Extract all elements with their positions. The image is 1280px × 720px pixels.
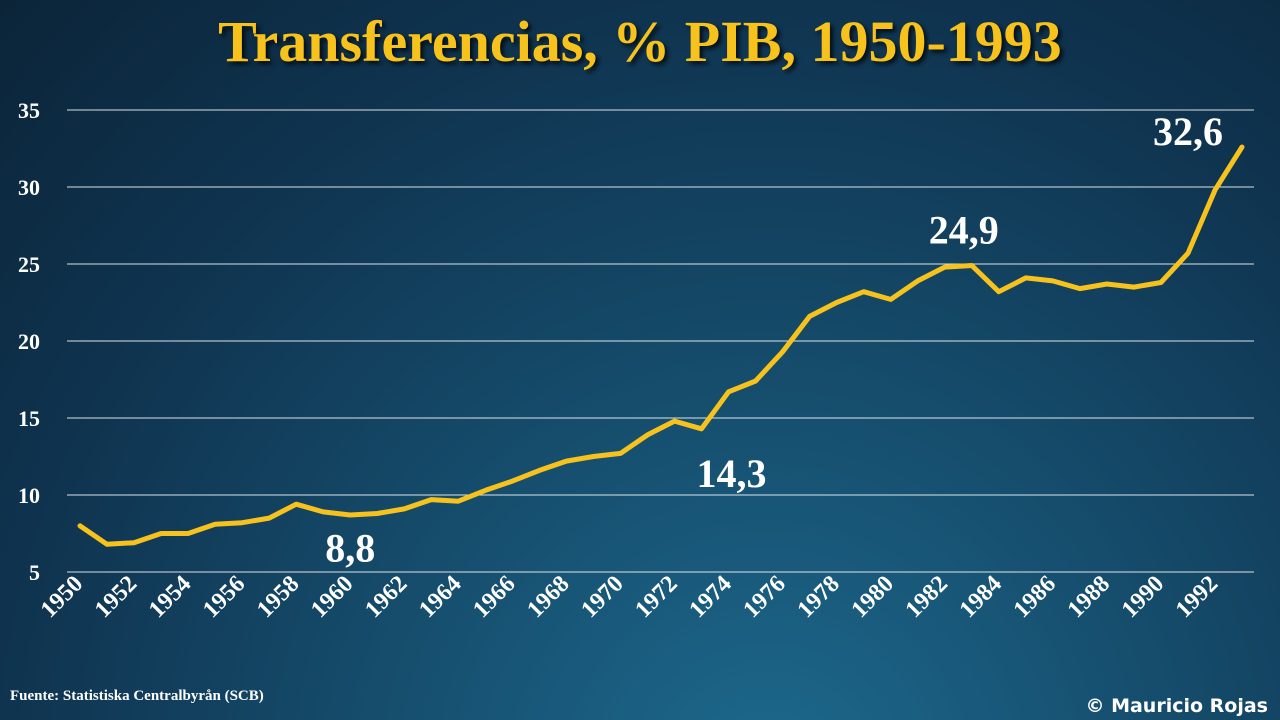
y-axis-ticks: 5 10 15 20 25 30 35 — [18, 98, 40, 585]
x-tick-label: 1984 — [955, 571, 1007, 623]
x-tick-label: 1956 — [198, 571, 250, 623]
data-label: 14,3 — [697, 451, 767, 496]
x-tick-label: 1958 — [252, 571, 304, 623]
data-labels: 8,8 14,3 24,9 32,6 — [325, 109, 1223, 571]
y-tick-label: 5 — [29, 560, 40, 585]
x-tick-label: 1950 — [36, 571, 88, 623]
x-tick-label: 1960 — [306, 571, 358, 623]
y-tick-label: 15 — [18, 406, 40, 431]
data-label: 32,6 — [1153, 109, 1223, 154]
series-layer — [77, 144, 1245, 547]
x-tick-label: 1974 — [684, 571, 736, 623]
y-tick-label: 25 — [18, 252, 40, 277]
x-tick-label: 1966 — [468, 571, 520, 623]
y-tick-label: 30 — [18, 175, 40, 200]
x-tick-label: 1952 — [90, 571, 142, 623]
series-line-0 — [77, 144, 1245, 547]
x-tick-label: 1954 — [144, 571, 196, 623]
x-tick-label: 1964 — [414, 571, 466, 623]
x-tick-label: 1986 — [1009, 571, 1061, 623]
y-tick-label: 10 — [18, 483, 40, 508]
x-tick-label: 1988 — [1063, 571, 1115, 623]
x-tick-label: 1992 — [1171, 571, 1223, 623]
y-tick-label: 35 — [18, 98, 40, 123]
grid-lines — [67, 109, 1254, 573]
x-tick-label: 1970 — [576, 571, 628, 623]
x-tick-label: 1962 — [360, 571, 412, 623]
x-tick-label: 1968 — [522, 571, 574, 623]
x-tick-label: 1990 — [1117, 571, 1169, 623]
x-axis-ticks: 1950 1952 1954 1956 1958 1960 1962 1964 1966 1968… — [36, 571, 1223, 623]
x-tick-label: 1980 — [847, 571, 899, 623]
x-tick-label: 1978 — [793, 571, 845, 623]
data-label: 24,9 — [929, 208, 999, 253]
x-tick-label: 1972 — [630, 571, 682, 623]
source-note: Fuente: Statistiska Centralbyrån (SCB) — [10, 688, 264, 704]
chart-title: Transferencias, % PIB, 1950-1993 — [218, 9, 1062, 74]
x-tick-label: 1982 — [901, 571, 953, 623]
x-tick-label: 1976 — [739, 571, 791, 623]
y-tick-label: 20 — [18, 329, 40, 354]
copyright-note: © Mauricio Rojas — [1085, 695, 1268, 717]
data-label: 8,8 — [325, 525, 375, 570]
